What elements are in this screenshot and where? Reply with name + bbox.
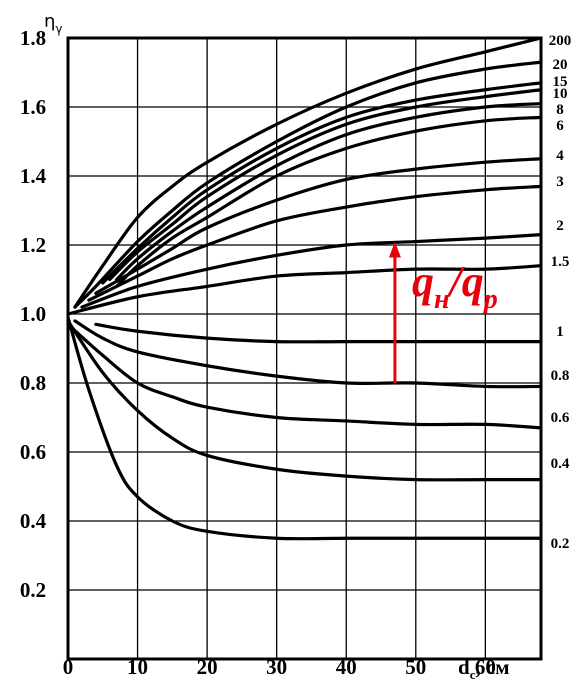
series-label-1: 1 <box>556 324 564 340</box>
annotation-arrow-head <box>388 241 401 258</box>
plot-frame <box>66 36 543 661</box>
series-label-0.4: 0.4 <box>551 456 570 472</box>
series-label-0.6: 0.6 <box>551 410 570 426</box>
series-label-200: 200 <box>549 33 572 49</box>
curve-4 <box>94 157 543 295</box>
curves-layer <box>66 36 543 541</box>
y-tick-label: 1.0 <box>20 302 46 326</box>
curve-15 <box>101 81 543 285</box>
curve-0.4 <box>66 319 543 482</box>
ratio-annotation: qн/qр <box>388 241 498 383</box>
x-tick-label: 50 <box>405 655 426 679</box>
curve-3 <box>87 184 543 302</box>
series-label-6: 6 <box>556 118 564 134</box>
series-label-1.5: 1.5 <box>551 254 570 270</box>
y-tick-label: 1.6 <box>20 95 46 119</box>
series-label-3: 3 <box>556 174 564 190</box>
y-tick-label: 1.2 <box>20 233 46 257</box>
x-tick-label: 0 <box>63 655 74 679</box>
y-tick-label: 0.6 <box>20 440 46 464</box>
series-label-0.8: 0.8 <box>551 368 570 384</box>
series-label-15: 15 <box>553 74 568 90</box>
x-tick-label: 30 <box>266 655 287 679</box>
x-tick-label: 40 <box>336 655 357 679</box>
x-tick-label: 20 <box>197 655 218 679</box>
curve-0.6 <box>66 322 543 430</box>
tick-labels: 0 10 20 30 40 50 60 0.2 0.4 0.6 0.8 1.0 1.2 1.4 1.6 1.8 <box>20 26 496 679</box>
series-label-10: 10 <box>553 86 568 102</box>
grid-layer <box>68 38 541 659</box>
curve-8 <box>115 101 543 282</box>
curve-1 <box>94 322 543 344</box>
y-tick-label: 1.4 <box>20 164 47 188</box>
x-tick-label: 60 <box>475 655 496 679</box>
series-label-20: 20 <box>553 57 568 73</box>
curve-20 <box>73 60 543 309</box>
curve-0.2 <box>66 315 543 541</box>
y-tick-label: 1.8 <box>20 26 46 50</box>
curve-1.5 <box>66 264 543 316</box>
series-label-2: 2 <box>556 218 564 234</box>
curve-200 <box>73 36 543 309</box>
annotation-text: qн/qр <box>412 257 498 315</box>
y-tick-label: 0.4 <box>20 509 47 533</box>
curve-10 <box>108 88 543 282</box>
y-axis-label: ηγ <box>44 11 63 36</box>
curve-6 <box>115 115 543 288</box>
y-tick-label: 0.2 <box>20 578 46 602</box>
x-tick-label: 10 <box>127 655 148 679</box>
series-label-4: 4 <box>556 148 564 164</box>
curve-2 <box>80 233 543 309</box>
x-axis-label: dc, см <box>458 655 510 682</box>
y-tick-label: 0.8 <box>20 371 46 395</box>
series-label-0.2: 0.2 <box>551 536 570 552</box>
curve-0.8 <box>73 319 543 389</box>
series-label-8: 8 <box>556 102 564 118</box>
